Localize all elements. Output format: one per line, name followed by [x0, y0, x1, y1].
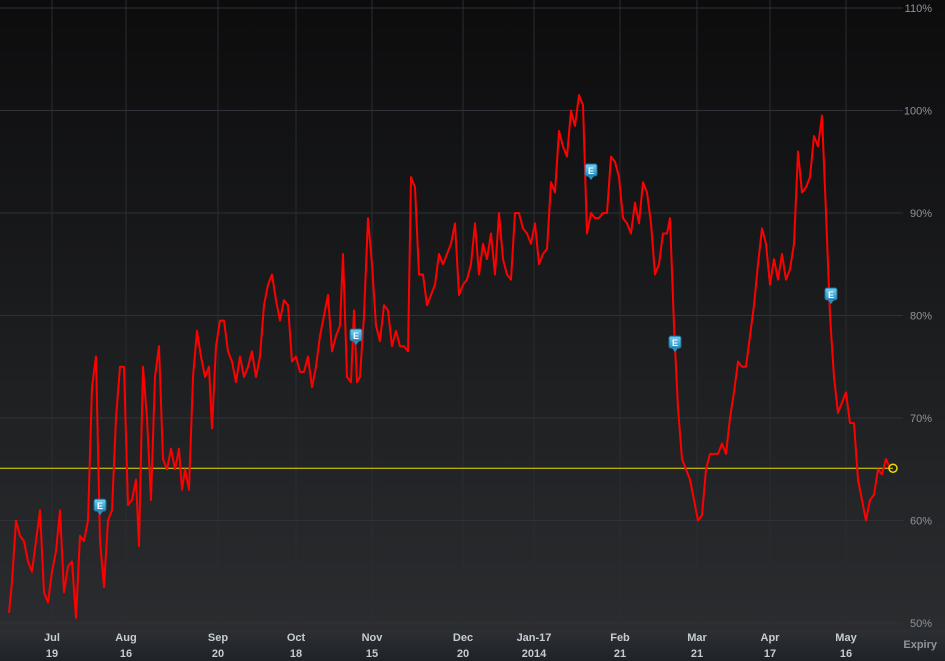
event-pointer	[97, 511, 103, 516]
x-tick-labels: Jul 19 Aug 16 Sep 20 Oct 18 Nov 15 Dec 20 Jan-17 2014…	[44, 632, 858, 660]
x-tick-day: 16	[120, 648, 132, 660]
x-tick-day: 2014	[522, 648, 547, 660]
x-tick-month: Mar	[687, 632, 707, 644]
y-tick-labels: 110% 100% 90% 80% 70% 60% 50%	[904, 3, 932, 630]
y-tick-label: 100%	[904, 106, 932, 118]
x-tick-day: 21	[614, 648, 626, 660]
y-tick-label: 110%	[905, 3, 933, 15]
event-pointer	[672, 348, 678, 353]
event-label: E	[828, 290, 834, 300]
event-label: E	[353, 331, 359, 341]
event-label: E	[672, 338, 678, 348]
earnings-event-marker[interactable]: E	[824, 287, 838, 304]
y-tick-label: 80%	[910, 311, 932, 323]
y-tick-label: 90%	[910, 208, 932, 220]
event-pointer	[828, 300, 834, 304]
earnings-event-marker[interactable]: E	[668, 335, 682, 353]
x-tick-month: Oct	[287, 632, 306, 644]
x-tick-day: 15	[366, 648, 378, 660]
earnings-event-marker[interactable]: E	[584, 163, 598, 180]
event-pointer	[353, 341, 359, 345]
event-marker-layer: E E E E E	[93, 163, 838, 516]
x-tick-month: Jan-17	[517, 632, 552, 644]
x-tick-month: Sep	[208, 632, 228, 644]
x-tick-day: 17	[764, 648, 776, 660]
expiry-label: Expiry	[903, 639, 938, 651]
series-layer	[8, 94, 898, 619]
x-tick-month: Aug	[115, 632, 136, 644]
y-tick-label: 50%	[910, 618, 932, 630]
earnings-event-marker[interactable]: E	[349, 328, 363, 345]
earnings-event-marker[interactable]: E	[93, 498, 107, 516]
x-tick-month: Feb	[610, 632, 630, 644]
x-tick-month: Dec	[453, 632, 473, 644]
x-tick-month: Apr	[761, 632, 781, 644]
event-pointer	[588, 175, 594, 180]
series-line	[8, 94, 891, 619]
x-tick-day: 21	[691, 648, 703, 660]
last-value-marker	[888, 463, 898, 473]
x-tick-day: 19	[46, 648, 58, 660]
x-tick-month: Nov	[362, 632, 384, 644]
y-tick-label: 70%	[910, 413, 932, 425]
x-tick-day: 16	[840, 648, 852, 660]
x-tick-day: 18	[290, 648, 302, 660]
grid-layer	[0, 0, 903, 630]
x-axis-band	[0, 630, 945, 661]
event-label: E	[588, 166, 594, 176]
x-tick-day: 20	[212, 648, 224, 660]
x-tick-month: May	[835, 632, 857, 644]
event-label: E	[97, 501, 103, 511]
x-tick-month: Jul	[44, 632, 60, 644]
x-tick-day: 20	[457, 648, 469, 660]
y-tick-label: 60%	[910, 516, 932, 528]
